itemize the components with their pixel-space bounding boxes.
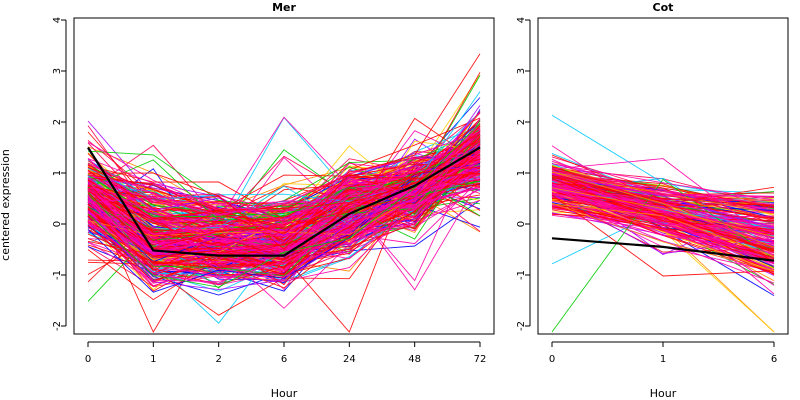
gene-trace	[87, 118, 481, 266]
mean-profile-line	[551, 237, 775, 262]
y-tick-label: 4	[52, 17, 63, 23]
gene-trace	[87, 137, 481, 269]
panel-title-cot: Cot	[653, 1, 674, 14]
gene-trace	[87, 142, 481, 252]
gene-trace	[551, 194, 775, 277]
gene-trace	[551, 172, 775, 206]
panel-mer: Mer Hour -2 -1 0 1 2 3 4 0 1 2 6 24 48 72	[52, 1, 495, 400]
gene-trace	[87, 151, 481, 216]
gene-trace	[551, 203, 775, 258]
x-tick-label: 0	[85, 354, 91, 365]
gene-trace	[551, 168, 775, 196]
gene-trace	[87, 105, 481, 291]
gene-trace	[87, 145, 481, 309]
x-tick-label: 72	[474, 354, 487, 365]
plot-frame	[73, 17, 495, 335]
gene-trace	[551, 173, 775, 229]
gene-trace	[87, 159, 481, 261]
gene-trace	[87, 166, 481, 269]
gene-trace	[551, 158, 775, 244]
gene-trace	[87, 158, 481, 264]
gene-trace	[87, 144, 481, 219]
y-tick-label: -1	[516, 270, 527, 280]
gene-trace	[87, 178, 481, 258]
gene-trace	[87, 172, 481, 249]
gene-trace	[551, 178, 775, 230]
gene-trace	[87, 117, 481, 270]
gene-trace	[87, 134, 481, 223]
gene-trace	[87, 149, 481, 242]
gene-trace	[87, 138, 481, 259]
xlabel-cot: Hour	[650, 387, 677, 400]
y-tick-label: 3	[516, 68, 527, 74]
gene-traces	[551, 114, 775, 333]
x-tick-label: 1	[150, 354, 156, 365]
gene-trace	[551, 193, 775, 255]
xlabel-mer: Hour	[271, 387, 298, 400]
plot-frame	[537, 17, 789, 335]
gene-trace	[87, 145, 481, 293]
y-tick-label: 3	[52, 68, 63, 74]
gene-trace	[87, 170, 481, 273]
gene-trace	[87, 144, 481, 235]
gene-trace	[87, 158, 481, 220]
x-tick-label: 1	[660, 354, 666, 365]
x-tick-label: 2	[215, 354, 221, 365]
gene-trace	[87, 149, 481, 254]
gene-trace	[551, 173, 775, 198]
gene-trace	[87, 156, 481, 277]
gene-trace	[551, 205, 775, 262]
y-tick-label: -1	[52, 270, 63, 280]
mean-profile-line	[87, 146, 481, 257]
gene-trace	[551, 193, 775, 265]
gene-trace	[551, 194, 775, 284]
x-tick-label: 6	[281, 354, 287, 365]
x-tick-label: 0	[549, 354, 555, 365]
y-tick-label: 0	[516, 221, 527, 227]
y-tick-label: 1	[516, 170, 527, 176]
y-tick-label: 0	[52, 221, 63, 227]
gene-trace	[88, 53, 481, 251]
gene-trace	[551, 202, 775, 272]
gene-trace	[551, 183, 775, 244]
y-tick-label: -2	[52, 321, 63, 331]
gene-trace	[87, 91, 481, 202]
x-tick-label: 24	[343, 354, 356, 365]
figure-ylabel: centered expression	[0, 149, 12, 261]
panel-title-mer: Mer	[272, 1, 296, 14]
x-tick-label: 6	[771, 354, 777, 365]
gene-trace	[551, 214, 775, 264]
y-tick-label: 4	[516, 17, 527, 23]
y-tick-label: -2	[516, 321, 527, 331]
y-tick-label: 2	[516, 119, 527, 125]
gene-trace	[87, 155, 481, 286]
gene-trace	[551, 172, 775, 223]
gene-traces	[87, 53, 481, 333]
y-tick-label: 1	[52, 170, 63, 176]
x-tick-label: 48	[408, 354, 421, 365]
gene-trace	[551, 203, 775, 257]
gene-trace	[87, 123, 481, 288]
gene-trace	[551, 187, 775, 238]
y-tick-label: 2	[52, 119, 63, 125]
gene-trace	[87, 159, 481, 216]
gene-trace	[87, 156, 481, 212]
gene-trace	[551, 174, 775, 252]
gene-trace	[551, 163, 775, 201]
gene-trace	[551, 160, 775, 197]
gene-trace	[551, 171, 775, 248]
gene-trace	[87, 120, 481, 221]
panel-cot: Cot Hour -2 -1 0 1 2 3 4 0 1 6	[516, 1, 789, 400]
gene-trace	[551, 183, 775, 254]
